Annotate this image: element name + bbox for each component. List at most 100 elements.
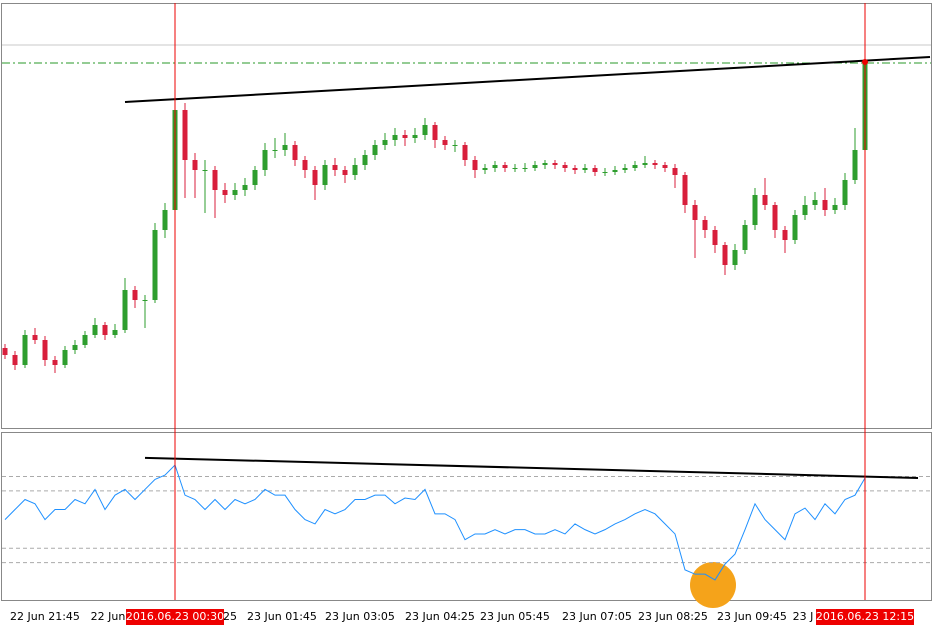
candle-body — [92, 325, 98, 335]
price-panel — [1, 3, 932, 429]
candle-body — [272, 150, 278, 151]
highlight-label: 2016.06.23 00:30 — [126, 610, 224, 623]
candle-body — [42, 340, 48, 360]
x-axis-label: 22 Jun — [91, 610, 126, 623]
candle-body — [352, 165, 358, 175]
candle-body — [382, 140, 388, 145]
trendline — [144, 456, 919, 479]
candle-body — [302, 160, 308, 170]
candle-body — [712, 230, 718, 245]
candle-body — [662, 165, 668, 168]
candle-body — [82, 335, 88, 345]
candle-body — [142, 300, 148, 301]
candle-body — [842, 180, 848, 205]
candle-body — [812, 200, 818, 205]
candle-body — [32, 335, 38, 340]
highlight-circle — [690, 562, 736, 608]
x-axis-label: 23 Jun 01:45 — [247, 610, 317, 623]
x-axis-label: 23 Jun 05:45 — [480, 610, 550, 623]
candle-body — [152, 230, 158, 300]
candle-body — [452, 145, 458, 146]
candle-body — [342, 170, 348, 175]
highlight-box — [126, 609, 224, 625]
candle-body — [542, 163, 548, 165]
candle-body — [552, 163, 558, 165]
candle-body — [502, 165, 508, 168]
x-axis-label: 25 — [223, 610, 237, 623]
candle-body — [642, 163, 648, 165]
candle-body — [392, 135, 398, 140]
candle-body — [322, 165, 328, 185]
x-axis-label: 22 Jun 21:45 — [10, 610, 80, 623]
candle-body — [402, 135, 408, 138]
candle-body — [482, 168, 488, 170]
candle-body — [492, 165, 498, 168]
x-axis-label: 23 Jun 03:05 — [325, 610, 395, 623]
candle-body — [802, 205, 808, 215]
candle-body — [472, 160, 478, 170]
candle-body — [242, 185, 248, 190]
candle-body — [22, 335, 28, 365]
candle-body — [72, 345, 78, 350]
candle-body — [752, 195, 758, 225]
x-axis-label: 23 Jun 08:25 — [638, 610, 708, 623]
candle-body — [462, 145, 468, 160]
candle-body — [832, 205, 838, 210]
candle-body — [722, 245, 728, 265]
candle-body — [132, 290, 138, 300]
candle-body — [52, 360, 58, 365]
candle-body — [102, 325, 108, 335]
candle-body — [212, 170, 218, 190]
candle-body — [512, 168, 518, 169]
x-axis-label: 23 Jun 04:25 — [405, 610, 475, 623]
highlight-box — [816, 609, 914, 625]
candle-body — [702, 220, 708, 230]
candle-body — [2, 348, 8, 355]
x-axis-label: 23 J — [793, 610, 814, 623]
candle-body — [732, 250, 738, 265]
candle-body — [582, 168, 588, 170]
candle-body — [282, 145, 288, 150]
candle-body — [292, 145, 298, 160]
candle-body — [852, 150, 858, 180]
candle-body — [692, 205, 698, 220]
trendline — [124, 56, 931, 103]
candle-body — [592, 168, 598, 172]
candle-body — [202, 170, 208, 171]
candle-body — [742, 225, 748, 250]
candle-body — [422, 125, 428, 135]
candle-body — [772, 205, 778, 230]
candle-body — [412, 135, 418, 138]
candle-body — [122, 290, 128, 330]
x-axis-label: 23 Jun 09:45 — [717, 610, 787, 623]
candle-body — [182, 110, 188, 160]
candle-body — [762, 195, 768, 205]
candle-body — [682, 175, 688, 205]
candle-body — [612, 170, 618, 172]
candle-body — [792, 215, 798, 240]
candle-body — [362, 155, 368, 165]
candle-body — [562, 165, 568, 168]
candle-body — [62, 350, 68, 365]
candle-body — [782, 230, 788, 240]
candle-body — [602, 172, 608, 173]
candle-body — [12, 355, 18, 365]
candle-body — [522, 168, 528, 169]
indicator-panel — [1, 432, 932, 601]
x-axis-label: 23 Jun 07:05 — [562, 610, 632, 623]
candle-body — [112, 330, 118, 335]
candle-body — [432, 125, 438, 140]
highlight-label: 2016.06.23 12:15 — [816, 610, 914, 623]
candle-body — [222, 190, 228, 195]
candle-body — [532, 165, 538, 168]
candle-body — [672, 168, 678, 175]
candle-body — [312, 170, 318, 185]
candle-body — [822, 200, 828, 210]
candle-body — [162, 210, 168, 230]
candle-body — [252, 170, 258, 185]
candle-body — [232, 190, 238, 195]
candle-body — [622, 168, 628, 170]
candle-body — [372, 145, 378, 155]
